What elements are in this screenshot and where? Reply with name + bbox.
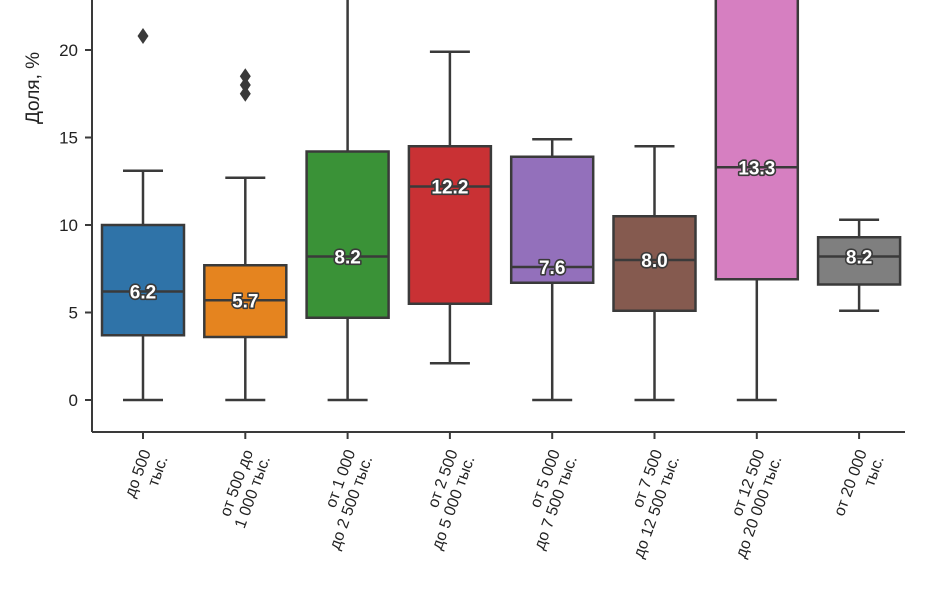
outlier-point xyxy=(239,85,251,102)
x-tick-label: от 12 500до 20 000 тыс. xyxy=(716,447,786,560)
box-group-4: 12.2 xyxy=(407,50,493,365)
x-tick-label: от 1 000до 2 500 тыс. xyxy=(310,447,377,552)
y-tick-label: 20 xyxy=(59,41,78,60)
x-tick-label: от 2 500до 5 000 тыс. xyxy=(412,447,479,552)
box-group-8: 8.2 xyxy=(816,218,902,312)
y-tick-label: 15 xyxy=(59,129,78,148)
y-tick-label: 5 xyxy=(69,304,78,323)
x-tick-label: до 500тыс. xyxy=(122,447,172,505)
x-tick-label: от 5 000до 7 500 тыс. xyxy=(514,447,581,552)
box-iqr xyxy=(816,236,902,286)
x-tick-label: от 7 500до 12 500 тыс. xyxy=(614,447,684,560)
median-label: 6.2 xyxy=(130,283,156,304)
box-iqr xyxy=(714,0,800,281)
box-iqr xyxy=(305,150,390,319)
box-iqr xyxy=(407,145,493,305)
y-tick-label: 0 xyxy=(69,391,78,410)
y-tick-label: 10 xyxy=(59,216,78,235)
x-tick-label: от 500 до1 000 тыс. xyxy=(215,447,274,530)
axes: Доля, % 0 5 10 15 20 до 500тыс. от 500 до1 000… xyxy=(23,0,905,560)
x-tick-label: от 20 000тыс. xyxy=(831,447,888,524)
outlier-point xyxy=(239,68,251,85)
box-group-7: 13.3 xyxy=(714,0,800,402)
median-label: 8.2 xyxy=(846,248,872,269)
outlier-point xyxy=(137,28,149,44)
median-label: 8.0 xyxy=(641,251,667,272)
box-group-2: 5.7 xyxy=(203,68,288,402)
outlier-point xyxy=(239,77,251,93)
box-iqr xyxy=(100,223,186,337)
plot-area: 6.2 5.7 8.2 12.2 7.6 8.0 13.3 8.2 xyxy=(100,0,902,402)
median-label: 7.6 xyxy=(539,258,565,279)
median-label: 8.2 xyxy=(334,248,360,269)
y-axis-label: Доля, % xyxy=(23,52,44,124)
box-iqr xyxy=(509,155,595,284)
median-label: 5.7 xyxy=(232,291,258,312)
median-label: 12.2 xyxy=(431,178,468,199)
box-group-3: 8.2 xyxy=(305,0,390,402)
median-label: 13.3 xyxy=(738,158,775,179)
box-group-1: 6.2 xyxy=(100,28,186,402)
box-group-5: 7.6 xyxy=(509,138,595,402)
box-group-6: 8.0 xyxy=(612,145,697,402)
box-iqr xyxy=(612,215,697,312)
